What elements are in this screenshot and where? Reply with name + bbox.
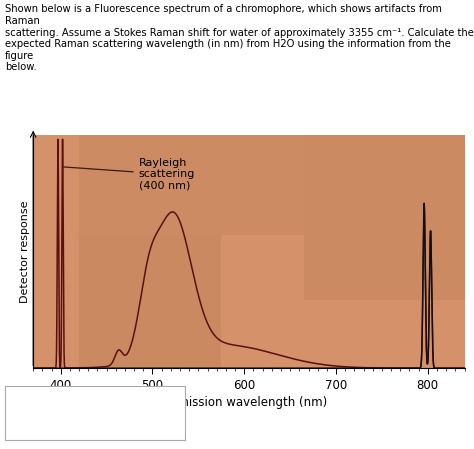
Bar [79,235,221,368]
X-axis label: Emission wavelength (nm): Emission wavelength (nm) [170,396,328,409]
Text: Rayleigh
scattering
(400 nm): Rayleigh scattering (400 nm) [64,158,195,191]
Bar [79,132,304,235]
Y-axis label: Detector response: Detector response [20,200,30,303]
Bar [304,132,465,299]
Text: Shown below is a Fluorescence spectrum of a chromophore, which shows artifacts f: Shown below is a Fluorescence spectrum o… [5,4,474,72]
